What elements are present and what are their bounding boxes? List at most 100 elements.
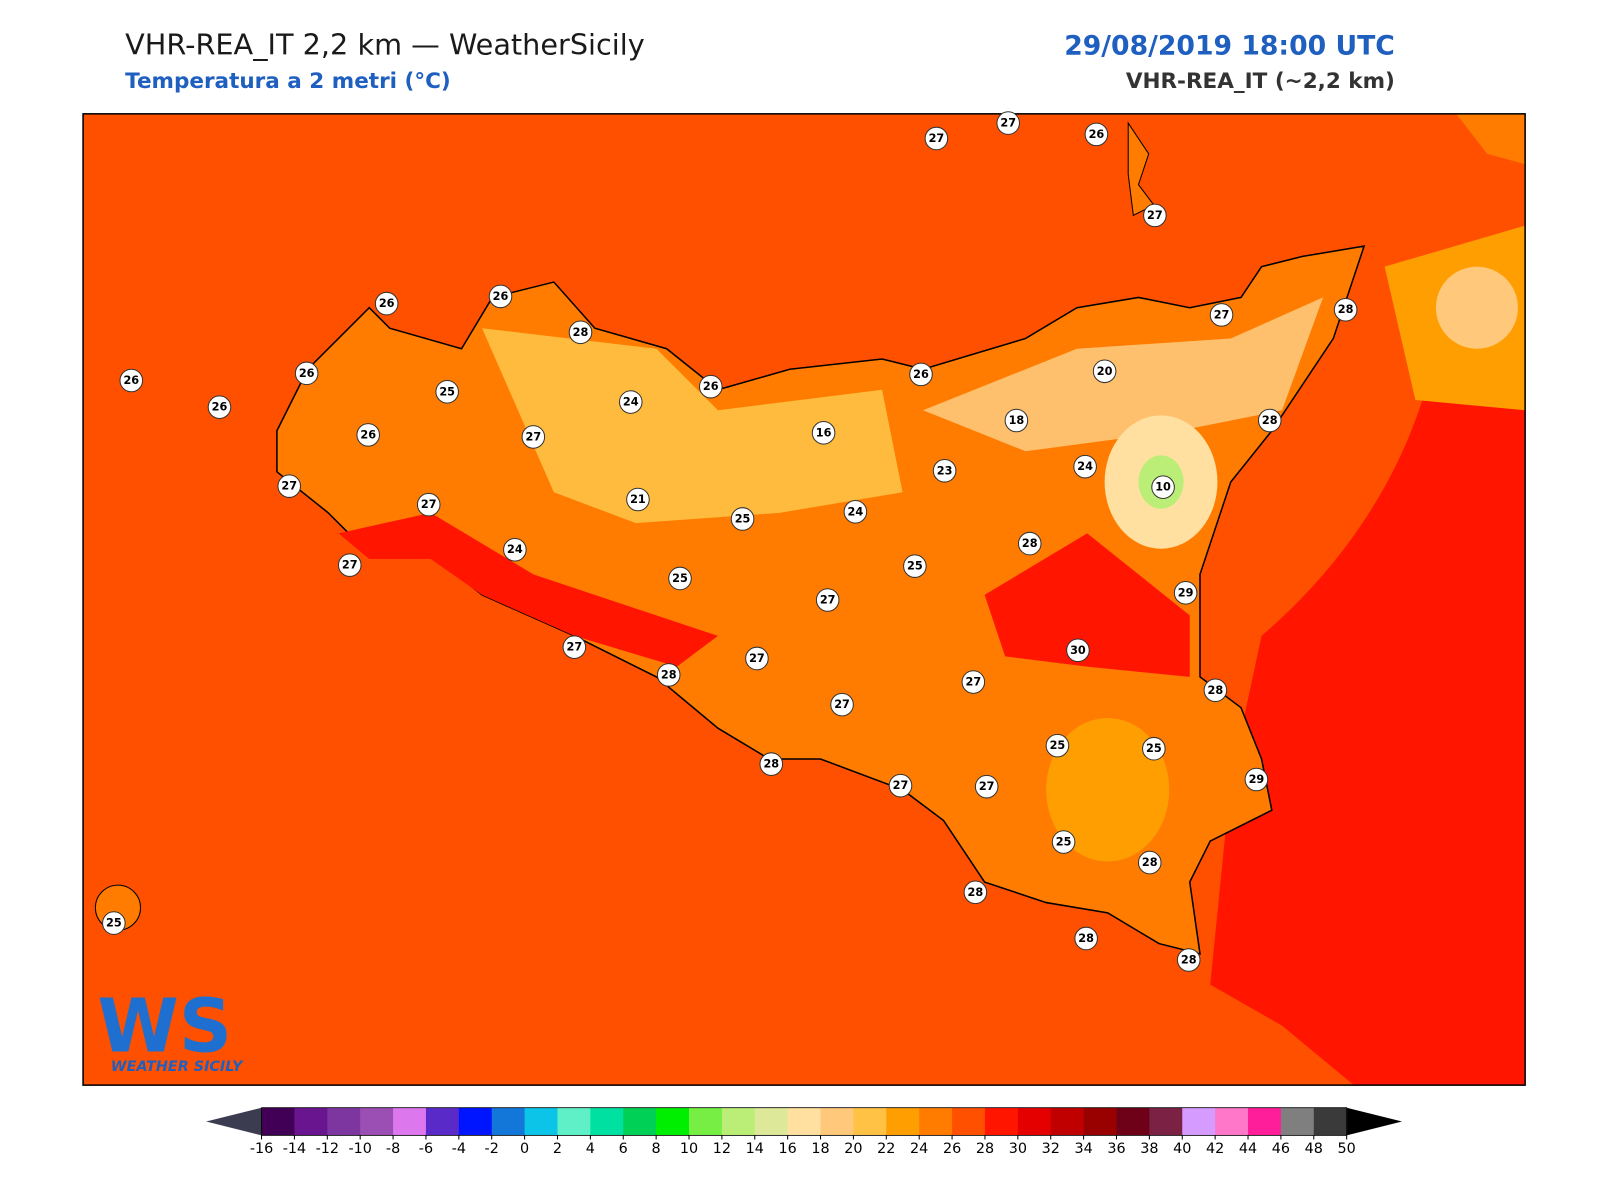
station-value: 18 (1009, 414, 1025, 427)
colorbar: -16 -14 -12 -10 -8 -6 -4 -2 0 2 4 6 8 10 12 14 16 18 20 22 2… (206, 1107, 1403, 1157)
station-value: 26 (379, 297, 395, 310)
model: VHR-REA_IT (~2,2 km) (1126, 69, 1395, 94)
station-marker (102, 911, 126, 935)
station-value: 28 (1078, 932, 1094, 945)
station-value: 27 (1214, 308, 1230, 321)
station-value: 25 (1146, 742, 1162, 755)
station-value: 24 (507, 543, 523, 556)
station-marker (416, 492, 441, 517)
station-value: 16 (816, 426, 832, 439)
station-marker (503, 537, 527, 562)
station-marker (1151, 475, 1175, 499)
station-value: 25 (1056, 836, 1072, 849)
station-marker (745, 646, 769, 671)
station-marker (1176, 948, 1201, 972)
station-marker (294, 361, 319, 386)
station-value: 28 (1181, 954, 1197, 967)
station-marker (1051, 830, 1076, 854)
warm-sea (1210, 307, 1526, 1086)
colorbar-bin (393, 1107, 427, 1136)
colorbar-bin (656, 1107, 690, 1136)
calabria-north (1456, 113, 1526, 165)
station-value: 27 (525, 430, 541, 443)
station-value: 26 (360, 428, 376, 441)
colorbar-tick-label: 0 (520, 1141, 529, 1157)
station-marker (698, 374, 723, 399)
mild-zone (482, 328, 903, 524)
colorbar-bin (689, 1107, 723, 1136)
station-marker (1244, 767, 1269, 792)
colorbar-tick-label: 36 (1107, 1141, 1125, 1157)
station-marker (903, 554, 927, 578)
colorbar-tick-label: -12 (316, 1141, 339, 1157)
hot-zone (338, 512, 718, 667)
colorbar-tick-label: 48 (1305, 1141, 1323, 1157)
station-value: 25 (907, 560, 923, 573)
station-value: 26 (1089, 128, 1105, 141)
station-marker (435, 380, 459, 404)
colorbar-tick-label: -4 (452, 1141, 466, 1157)
title: VHR-REA_IT 2,2 km — WeatherSicily (125, 27, 645, 61)
station-marker (1209, 303, 1234, 327)
colorbar-tick-label: 46 (1272, 1141, 1290, 1157)
station-marker (830, 692, 854, 717)
station-value: 27 (820, 594, 836, 607)
colorbar-bin (1248, 1107, 1282, 1136)
station-value: 26 (913, 368, 929, 381)
colorbar-tick-label: -16 (250, 1141, 273, 1157)
station-marker (618, 390, 643, 414)
station-value: 24 (848, 505, 864, 518)
station-marker (1004, 408, 1029, 433)
station-marker (568, 320, 593, 345)
station-value: 28 (1262, 414, 1278, 427)
colorbar-under (206, 1107, 262, 1136)
colorbar-bin (360, 1107, 394, 1136)
station-value: 28 (573, 326, 589, 339)
station-marker (1333, 297, 1358, 322)
datetime: 29/08/2019 18:00 UTC (1064, 30, 1395, 61)
colorbar-bin (261, 1107, 295, 1136)
station-marker (1066, 638, 1090, 663)
station-marker (277, 474, 302, 498)
colorbar-bin (721, 1107, 756, 1136)
station-marker (811, 421, 836, 445)
colorbar-bin (853, 1107, 887, 1136)
station-marker (924, 126, 949, 151)
station-marker (562, 635, 587, 659)
colorbar-bin (1083, 1107, 1118, 1136)
station-value: 27 (929, 132, 945, 145)
station-value: 28 (661, 668, 677, 681)
station-value: 27 (281, 480, 297, 493)
station-value: 10 (1155, 481, 1171, 494)
colorbar-tick-label: -2 (485, 1141, 499, 1157)
colorbar-tick-label: 34 (1074, 1141, 1092, 1157)
station-marker (668, 566, 692, 591)
station-value: 21 (630, 493, 646, 506)
station-marker (1142, 736, 1166, 761)
station-value: 24 (1077, 460, 1093, 473)
station-marker (759, 752, 784, 776)
colorbar-tick-label: -6 (419, 1141, 433, 1157)
station-marker (961, 670, 986, 694)
station-marker (356, 423, 380, 447)
colorbar-tick-label: 18 (811, 1141, 829, 1157)
colorbar-tick-label: 28 (976, 1141, 994, 1157)
station-marker (730, 507, 755, 531)
station-marker (626, 487, 650, 512)
colorbar-tick-label: 16 (779, 1141, 797, 1157)
station-value: 29 (1178, 586, 1194, 599)
station-marker (1257, 408, 1282, 433)
map-frame (82, 113, 1526, 1086)
colorbar-bin (458, 1107, 493, 1136)
colorbar-bin (1280, 1107, 1315, 1136)
station-value: 27 (749, 652, 765, 665)
station-value: 25 (735, 512, 751, 525)
colorbar-bin (425, 1107, 460, 1136)
station-value: 26 (703, 380, 719, 393)
blob (1435, 266, 1518, 349)
colorbar-tick-label: 40 (1173, 1141, 1191, 1157)
colorbar-bin (787, 1107, 822, 1136)
station-marker (843, 500, 868, 524)
station-value: 28 (968, 886, 984, 899)
station-marker (374, 291, 399, 316)
